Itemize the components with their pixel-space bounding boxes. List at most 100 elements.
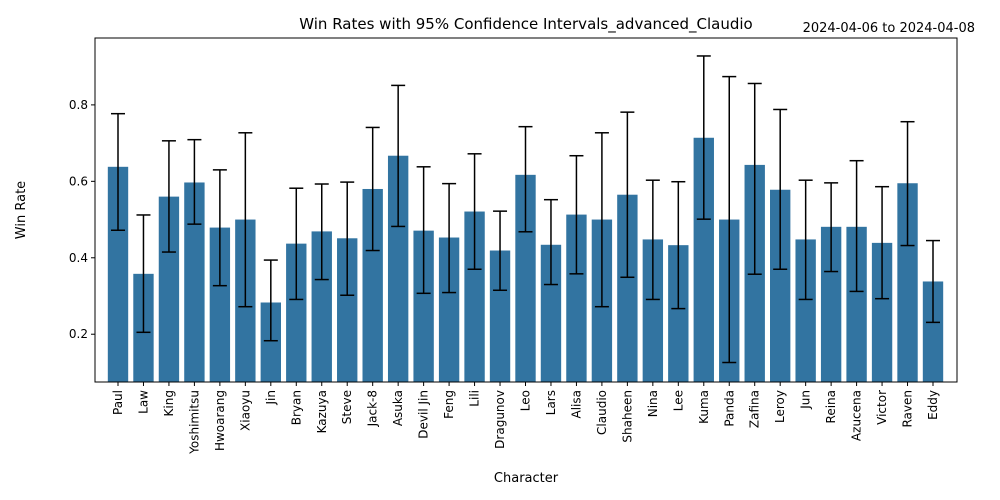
x-tick-label: Devil Jin	[417, 390, 431, 439]
error-bar	[467, 153, 482, 270]
bar	[489, 250, 511, 382]
error-bar	[416, 166, 431, 295]
chart-title: Win Rates with 95% Confidence Intervals_…	[299, 15, 752, 34]
bar	[566, 214, 587, 382]
error-bar	[442, 182, 457, 294]
bar	[668, 245, 689, 382]
bar	[770, 189, 791, 382]
error-bar	[722, 75, 737, 364]
x-tick-label: Hwoarang	[213, 390, 227, 451]
error-bar	[187, 138, 202, 225]
error-bar	[314, 183, 329, 281]
error-bar	[875, 185, 890, 300]
x-tick-label: Eddy	[926, 390, 940, 420]
error-bar	[849, 159, 864, 293]
x-tick-label: Reina	[824, 390, 838, 423]
x-tick-label: Lars	[544, 390, 558, 415]
error-bar	[518, 125, 533, 233]
x-axis: Paul Law King Yoshimitsu Hwoarang Xiaoyu Jin Br…	[111, 382, 940, 455]
error-bar	[747, 82, 762, 275]
error-bar	[645, 179, 660, 301]
x-tick-label: Dragunov	[493, 390, 507, 449]
bar	[922, 281, 944, 382]
error-bars-layer	[111, 55, 940, 364]
x-tick-label: Zafina	[748, 390, 762, 428]
error-bar	[798, 179, 813, 301]
error-bar	[569, 154, 584, 275]
x-tick-label: Lee	[671, 390, 685, 411]
x-tick-label: Shaheen	[620, 390, 634, 443]
bar	[184, 182, 205, 382]
bar	[846, 226, 867, 382]
y-tick-label: 0.4	[69, 251, 88, 265]
x-tick-label: Jun	[799, 390, 813, 410]
x-axis-label: Character	[494, 471, 559, 486]
x-tick-label: Alisa	[569, 390, 583, 418]
bar	[464, 211, 485, 382]
error-bar	[900, 120, 915, 247]
bar	[337, 238, 358, 382]
bar	[413, 230, 434, 382]
error-bar	[136, 214, 151, 334]
bar	[820, 226, 842, 382]
error-bar	[365, 126, 380, 252]
x-tick-label: Kuma	[697, 390, 711, 424]
error-bar	[212, 169, 227, 287]
x-tick-label: Leroy	[773, 390, 787, 423]
bar	[438, 237, 460, 382]
error-bar	[696, 55, 711, 220]
bar	[209, 227, 231, 382]
x-tick-label: Steve	[340, 390, 354, 424]
bar	[260, 302, 281, 382]
error-bar	[824, 182, 839, 273]
y-tick-label: 0.8	[69, 98, 88, 112]
bar	[795, 239, 816, 382]
x-tick-label: Leo	[519, 390, 533, 411]
bar	[158, 196, 180, 382]
x-tick-label: Paul	[111, 390, 125, 415]
bar	[897, 183, 918, 382]
error-bar	[263, 259, 278, 342]
error-bar	[111, 112, 125, 232]
x-tick-label: Xiaoyu	[238, 390, 252, 431]
y-axis: 0.2 0.4 0.6 0.8	[69, 98, 95, 341]
y-axis-label: Win Rate	[14, 181, 29, 239]
error-bar	[926, 239, 940, 324]
bar	[617, 194, 638, 382]
error-bar	[594, 132, 609, 308]
y-tick-label: 0.2	[69, 327, 88, 341]
bar	[693, 137, 714, 382]
bar	[540, 244, 562, 382]
bar	[107, 166, 129, 382]
x-tick-label: Kazuya	[315, 390, 329, 433]
error-bar	[391, 84, 406, 228]
x-tick-label: Nina	[646, 390, 660, 417]
x-tick-label: Bryan	[289, 390, 303, 425]
bar	[387, 155, 409, 382]
error-bar	[161, 140, 176, 253]
error-bar	[493, 210, 508, 292]
x-tick-label: Asuka	[391, 390, 405, 426]
error-bar	[671, 180, 686, 310]
error-bar	[289, 187, 304, 301]
error-bar	[340, 181, 355, 296]
error-bar	[620, 111, 635, 279]
x-tick-label: King	[162, 390, 176, 416]
x-tick-label: Claudio	[595, 390, 609, 435]
bar	[515, 174, 536, 382]
error-bar	[238, 132, 253, 308]
error-bar	[773, 108, 788, 270]
x-tick-label: Law	[136, 390, 150, 414]
x-tick-label: Yoshimitsu	[187, 390, 201, 455]
bar	[642, 239, 664, 382]
bars-layer	[107, 137, 944, 382]
error-bar	[543, 198, 558, 286]
bar	[871, 242, 893, 382]
x-tick-label: Jack-8	[366, 390, 380, 427]
bar	[286, 243, 307, 382]
x-tick-label: Panda	[722, 390, 736, 427]
x-tick-label: Jin	[264, 390, 278, 405]
x-tick-label: Lili	[468, 390, 482, 407]
x-tick-label: Victor	[875, 390, 889, 425]
